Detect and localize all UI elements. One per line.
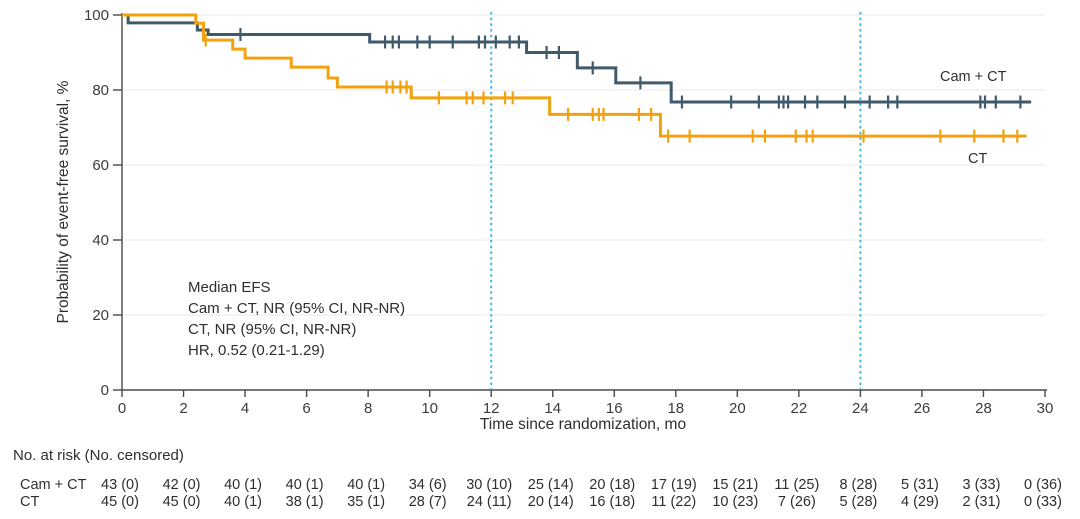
x-tick-label: 24: [852, 400, 869, 417]
x-tick-label: 6: [302, 400, 310, 417]
risk-cell: 38 (1): [286, 494, 324, 510]
annotation-camct-ci: Cam + CT, NR (95% CI, NR-NR): [188, 300, 405, 317]
risk-table-header: No. at risk (No. censored): [13, 447, 184, 464]
x-tick-label: 2: [179, 400, 187, 417]
risk-cell: 2 (31): [963, 494, 1001, 510]
risk-cell: 45 (0): [101, 494, 139, 510]
risk-cell: 11 (25): [774, 477, 819, 493]
x-tick-label: 14: [544, 400, 561, 417]
x-tick-label: 22: [791, 400, 808, 417]
y-tick-label: 40: [92, 232, 109, 249]
risk-cell: 17 (19): [651, 477, 697, 493]
km-series-ct: [122, 13, 1027, 143]
risk-cell: 30 (10): [466, 477, 512, 493]
risk-cell: 40 (1): [224, 477, 262, 493]
annotation-hazard-ratio: HR, 0.52 (0.21-1.29): [188, 342, 325, 359]
x-tick-label: 0: [118, 400, 126, 417]
x-tick-label: 10: [421, 400, 438, 417]
risk-cell: 40 (1): [224, 494, 262, 510]
curve-label-cam-ct: Cam + CT: [940, 69, 1007, 85]
risk-cell: 20 (14): [528, 494, 574, 510]
x-tick-label: 18: [667, 400, 684, 417]
risk-cell: 3 (33): [963, 477, 1001, 493]
risk-cell: 40 (1): [347, 477, 385, 493]
km-curve: [122, 13, 1027, 138]
y-tick-label: 80: [92, 82, 109, 99]
x-tick-label: 26: [914, 400, 931, 417]
risk-cell: 34 (6): [409, 477, 447, 493]
x-tick-label: 16: [606, 400, 623, 417]
risk-row-label-cam-ct: Cam + CT: [20, 477, 87, 493]
risk-cell: 10 (23): [712, 494, 758, 510]
risk-cell: 0 (33): [1024, 494, 1062, 510]
risk-row-label-ct: CT: [20, 494, 39, 510]
annotation-ct-ci: CT, NR (95% CI, NR-NR): [188, 321, 356, 338]
risk-cell: 11 (22): [651, 494, 696, 510]
y-tick-label: 0: [101, 382, 109, 399]
risk-cell: 28 (7): [409, 494, 447, 510]
series-layer: [122, 13, 1032, 143]
y-tick-label: 60: [92, 157, 109, 174]
x-tick-label: 30: [1037, 400, 1054, 417]
risk-cell: 35 (1): [347, 494, 385, 510]
risk-cell: 8 (28): [839, 477, 877, 493]
risk-cell: 20 (18): [589, 477, 635, 493]
y-axis-title: Probability of event-free survival, %: [55, 80, 72, 323]
x-tick-label: 28: [975, 400, 992, 417]
risk-cell: 43 (0): [101, 477, 139, 493]
x-tick-label: 12: [483, 400, 500, 417]
km-series-cam-ct: [122, 13, 1032, 109]
annotation-median-efs: Median EFS: [188, 279, 271, 296]
risk-cell: 25 (14): [528, 477, 574, 493]
risk-cell: 24 (11): [467, 494, 512, 510]
risk-cell: 5 (31): [901, 477, 939, 493]
x-axis-title: Time since randomization, mo: [480, 416, 686, 433]
risk-cell: 7 (26): [778, 494, 816, 510]
risk-table-cells-layer: 43 (0) 42 (0) 40 (1) 40 (1) 40 (1) 34 (6) 30 (…: [101, 477, 1062, 510]
risk-cell: 16 (18): [589, 494, 635, 510]
risk-cell: 42 (0): [163, 477, 201, 493]
x-tick-label: 4: [241, 400, 249, 417]
risk-cell: 0 (36): [1024, 477, 1062, 493]
x-tick-label: 8: [364, 400, 372, 417]
x-tick-label: 20: [729, 400, 746, 417]
gridlines-layer: [122, 14, 1045, 316]
km-curve: [122, 13, 1032, 104]
risk-cell: 5 (28): [839, 494, 877, 510]
curve-label-ct: CT: [968, 151, 987, 167]
risk-cell: 4 (29): [901, 494, 939, 510]
y-tick-label: 100: [84, 7, 109, 24]
risk-cell: 40 (1): [286, 477, 324, 493]
y-tick-label: 20: [92, 307, 109, 324]
risk-cell: 45 (0): [163, 494, 201, 510]
reference-lines-layer: [490, 12, 862, 389]
risk-cell: 15 (21): [712, 477, 758, 493]
